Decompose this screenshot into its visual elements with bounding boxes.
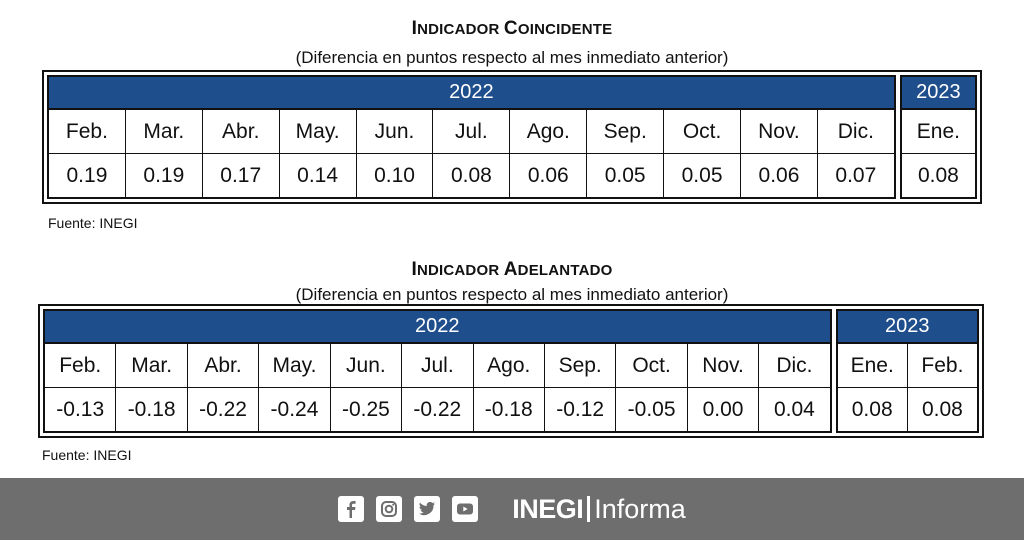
value-cell: 0.06 [741, 154, 818, 198]
title-text: NDICADOR [416, 262, 504, 279]
month-cell: Mar. [116, 344, 188, 388]
brand-separator [587, 496, 591, 522]
coincidente-table: 2022 Feb. Mar. Abr. May. Jun. Jul. Ago. Sep. Oct.… [42, 70, 982, 204]
title-letter: A [503, 259, 518, 280]
coincidente-source: Fuente: INEGI [48, 215, 138, 231]
month-row: Ene. [901, 110, 975, 155]
footer-bar: INEGI Informa [0, 478, 1024, 540]
value-row: 0.08 [902, 154, 975, 197]
value-cell: 0.14 [280, 154, 357, 198]
instagram-icon[interactable] [376, 496, 403, 522]
title-text: DELANTADO [517, 262, 613, 279]
month-cell: May. [259, 344, 331, 388]
value-cell: 0.17 [203, 154, 280, 198]
value-cell: 0.10 [357, 154, 434, 198]
value-cell: 0.08 [917, 163, 959, 187]
month-cell: Feb. [921, 353, 964, 377]
month-cell: Jul. [433, 110, 511, 154]
value-row: 0.19 0.19 0.17 0.14 0.10 0.08 0.06 0.05 0.05 0.06… [49, 154, 894, 198]
month-cell: Sep. [587, 110, 665, 154]
value-cell: 0.07 [835, 163, 877, 187]
value-cell: 0.05 [664, 154, 742, 198]
month-cell: Mar. [126, 110, 203, 154]
value-cell: 0.06 [510, 154, 588, 198]
title-letter: I [411, 18, 418, 39]
brand-bold-text: INEGI [512, 493, 584, 524]
month-cell: Ene. [916, 119, 960, 143]
month-cell: Feb. [45, 344, 117, 388]
title-text: NDICADOR [417, 21, 504, 38]
month-row: Feb. Mar. Abr. May. Jun. Jul. Ago. Sep. Oct. Nov.… [49, 110, 894, 155]
month-cell: Abr. [203, 110, 280, 154]
value-cell: 0.08 [838, 388, 908, 432]
facebook-icon[interactable] [338, 496, 365, 522]
brand-light-text: Informa [594, 493, 686, 524]
coincidente-title: INDICADOR COINCIDENTE [0, 18, 1024, 40]
year-group-0: 2022 Feb. Mar. Abr. May. Jun. Jul. Ago. Sep. Oct.… [43, 309, 832, 433]
month-cell: May. [280, 110, 357, 154]
value-cell: 0.04 [773, 397, 815, 421]
value-cell: -0.24 [259, 388, 331, 432]
month-cell: Nov. [688, 344, 760, 388]
adelantado-subtitle: (Diferencia en puntos respecto al mes in… [295, 285, 729, 304]
value-cell: -0.22 [402, 388, 474, 432]
year-header: 2023 [901, 77, 975, 111]
month-cell: Jul. [402, 344, 474, 388]
month-cell: Dic. [837, 119, 874, 143]
title-text: OINCIDENTE [517, 21, 613, 38]
value-cell: -0.12 [545, 388, 617, 432]
month-cell: Oct. [616, 344, 688, 388]
value-cell: -0.18 [474, 388, 545, 432]
year-header: 2022 [45, 311, 830, 345]
month-row: Feb. Mar. Abr. May. Jun. Jul. Ago. Sep. Oct. Nov.… [45, 344, 830, 389]
month-cell: Jun. [331, 344, 403, 388]
value-cell: -0.25 [331, 388, 403, 432]
value-cell: -0.22 [188, 388, 260, 432]
value-cell: -0.18 [116, 388, 188, 432]
adelantado-source: Fuente: INEGI [42, 447, 132, 463]
adelantado-title: INDICADOR ADELANTADO [0, 259, 1024, 281]
month-cell: Jun. [357, 110, 434, 154]
year-group-1: 2023 Ene. Feb. 0.08 0.08 [835, 309, 979, 433]
year-header: 2023 [837, 311, 977, 345]
month-cell: Dic. [776, 353, 813, 377]
value-cell: 0.00 [688, 388, 760, 432]
month-cell: Abr. [188, 344, 260, 388]
title-letter: C [503, 18, 518, 39]
month-cell: Ene. [838, 344, 908, 388]
twitter-icon[interactable] [414, 496, 441, 522]
month-row: Ene. Feb. [837, 344, 977, 389]
month-cell: Oct. [664, 110, 742, 154]
month-cell: Feb. [49, 110, 126, 154]
value-cell: -0.13 [45, 388, 117, 432]
coincidente-subtitle: (Diferencia en puntos respecto al mes in… [295, 48, 729, 67]
value-row: -0.13 -0.18 -0.22 -0.24 -0.25 -0.22 -0.18 -0.12… [45, 388, 830, 432]
month-cell: Ago. [510, 110, 588, 154]
title-letter: I [411, 259, 417, 280]
youtube-icon[interactable] [452, 496, 479, 522]
inegi-informa-logo: INEGI Informa [512, 494, 686, 525]
value-cell: 0.05 [587, 154, 665, 198]
year-header: 2022 [49, 77, 894, 111]
value-cell: 0.08 [921, 397, 963, 421]
month-cell: Sep. [545, 344, 617, 388]
value-cell: 0.08 [433, 154, 511, 198]
month-cell: Nov. [741, 110, 818, 154]
year-group-1: 2023 Ene. 0.08 [899, 75, 977, 199]
adelantado-table: 2022 Feb. Mar. Abr. May. Jun. Jul. Ago. Sep. Oct.… [38, 304, 984, 438]
month-cell: Ago. [474, 344, 545, 388]
year-group-0: 2022 Feb. Mar. Abr. May. Jun. Jul. Ago. Sep. Oct.… [47, 75, 896, 199]
value-cell: 0.19 [49, 154, 126, 198]
value-cell: 0.19 [126, 154, 203, 198]
value-row: 0.08 0.08 [838, 388, 977, 432]
value-cell: -0.05 [616, 388, 688, 432]
